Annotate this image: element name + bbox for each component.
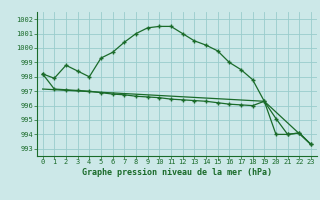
X-axis label: Graphe pression niveau de la mer (hPa): Graphe pression niveau de la mer (hPa)	[82, 168, 272, 177]
